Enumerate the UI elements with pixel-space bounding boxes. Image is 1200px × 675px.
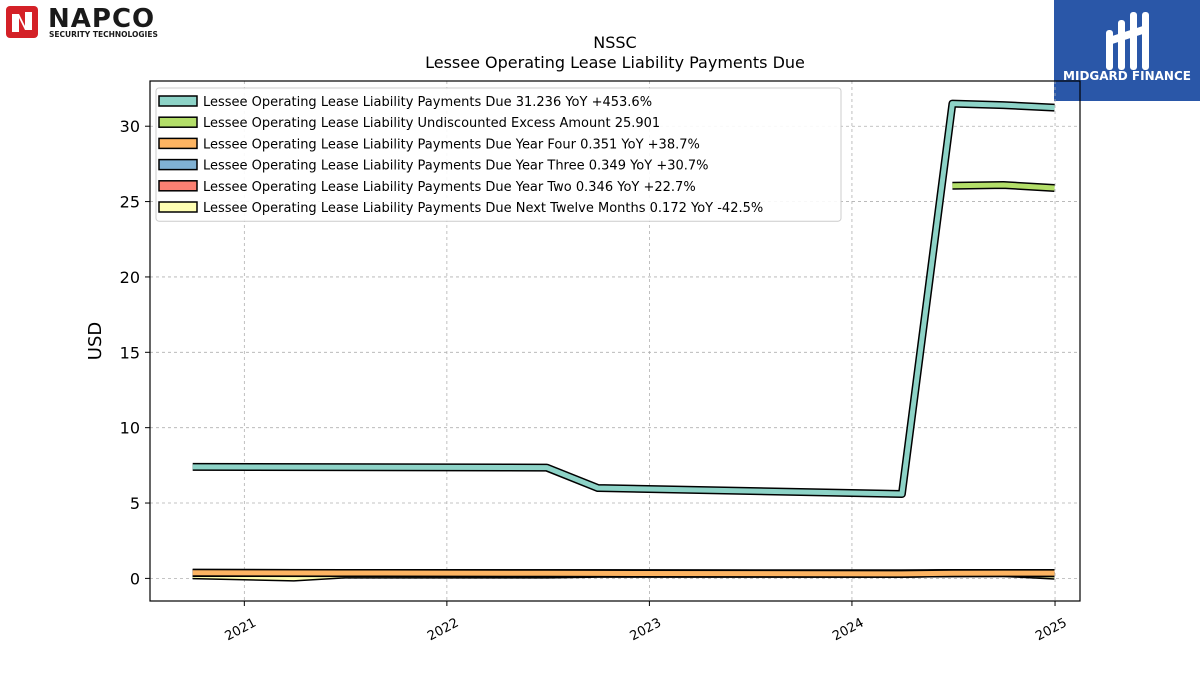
series-line	[192, 570, 1055, 577]
legend-swatch	[158, 116, 198, 128]
legend-swatch	[158, 180, 198, 192]
y-axis-label: USD	[85, 322, 106, 360]
legend-swatch	[158, 137, 198, 150]
legend-label: Lessee Operating Lease Liability Undisco…	[203, 116, 660, 131]
plot-frame	[149, 80, 1081, 602]
x-tick-label: 2021	[223, 616, 259, 645]
legend-swatch	[158, 158, 198, 171]
y-tick-label: 20	[120, 268, 140, 287]
midgard-brand-text: MIDGARD FINANCE	[1063, 69, 1191, 83]
y-tick-label: 25	[120, 193, 140, 212]
y-tick-label: 5	[130, 494, 140, 513]
legend-label: Lessee Operating Lease Liability Payment…	[203, 201, 763, 216]
y-tick-label: 10	[120, 419, 140, 438]
napco-brand-text: NAPCO	[48, 4, 155, 34]
napco-tagline: SECURITY TECHNOLOGIES	[49, 30, 158, 39]
legend: Lessee Operating Lease Liability Payment…	[155, 87, 842, 222]
midgard-finance-logo: MIDGARD FINANCE	[1054, 0, 1200, 101]
legend-label: Lessee Operating Lease Liability Payment…	[203, 137, 700, 152]
midgard-logo-mark-icon	[1106, 12, 1149, 70]
napco-logo-n-icon	[12, 12, 32, 32]
legend-swatch	[158, 95, 198, 107]
series-line	[192, 101, 1055, 497]
y-tick-label: 15	[120, 343, 140, 362]
x-tick-label: 2024	[830, 616, 866, 645]
series-lines	[192, 99, 1055, 582]
legend-label: Lessee Operating Lease Liability Payment…	[203, 159, 709, 174]
legend-label: Lessee Operating Lease Liability Payment…	[203, 180, 696, 195]
x-tick-label: 2025	[1033, 616, 1069, 645]
napco-logo: NAPCO SECURITY TECHNOLOGIES	[4, 4, 214, 40]
legend-swatch	[158, 201, 198, 213]
y-tick-label: 0	[130, 569, 140, 588]
legend-label: Lessee Operating Lease Liability Payment…	[203, 95, 652, 110]
legend-box	[155, 87, 842, 222]
chart-subtitle: Lessee Operating Lease Liability Payment…	[425, 53, 805, 72]
midgard-logo-graphic: MIDGARD FINANCE	[1063, 12, 1191, 83]
x-tick-label: 2023	[628, 616, 664, 645]
chart-title: NSSC	[593, 33, 636, 52]
series-line	[952, 182, 1055, 191]
y-tick-label: 30	[120, 117, 140, 136]
x-tick-label: 2022	[425, 616, 461, 645]
napco-logo-graphic: NAPCO SECURITY TECHNOLOGIES	[6, 4, 158, 39]
